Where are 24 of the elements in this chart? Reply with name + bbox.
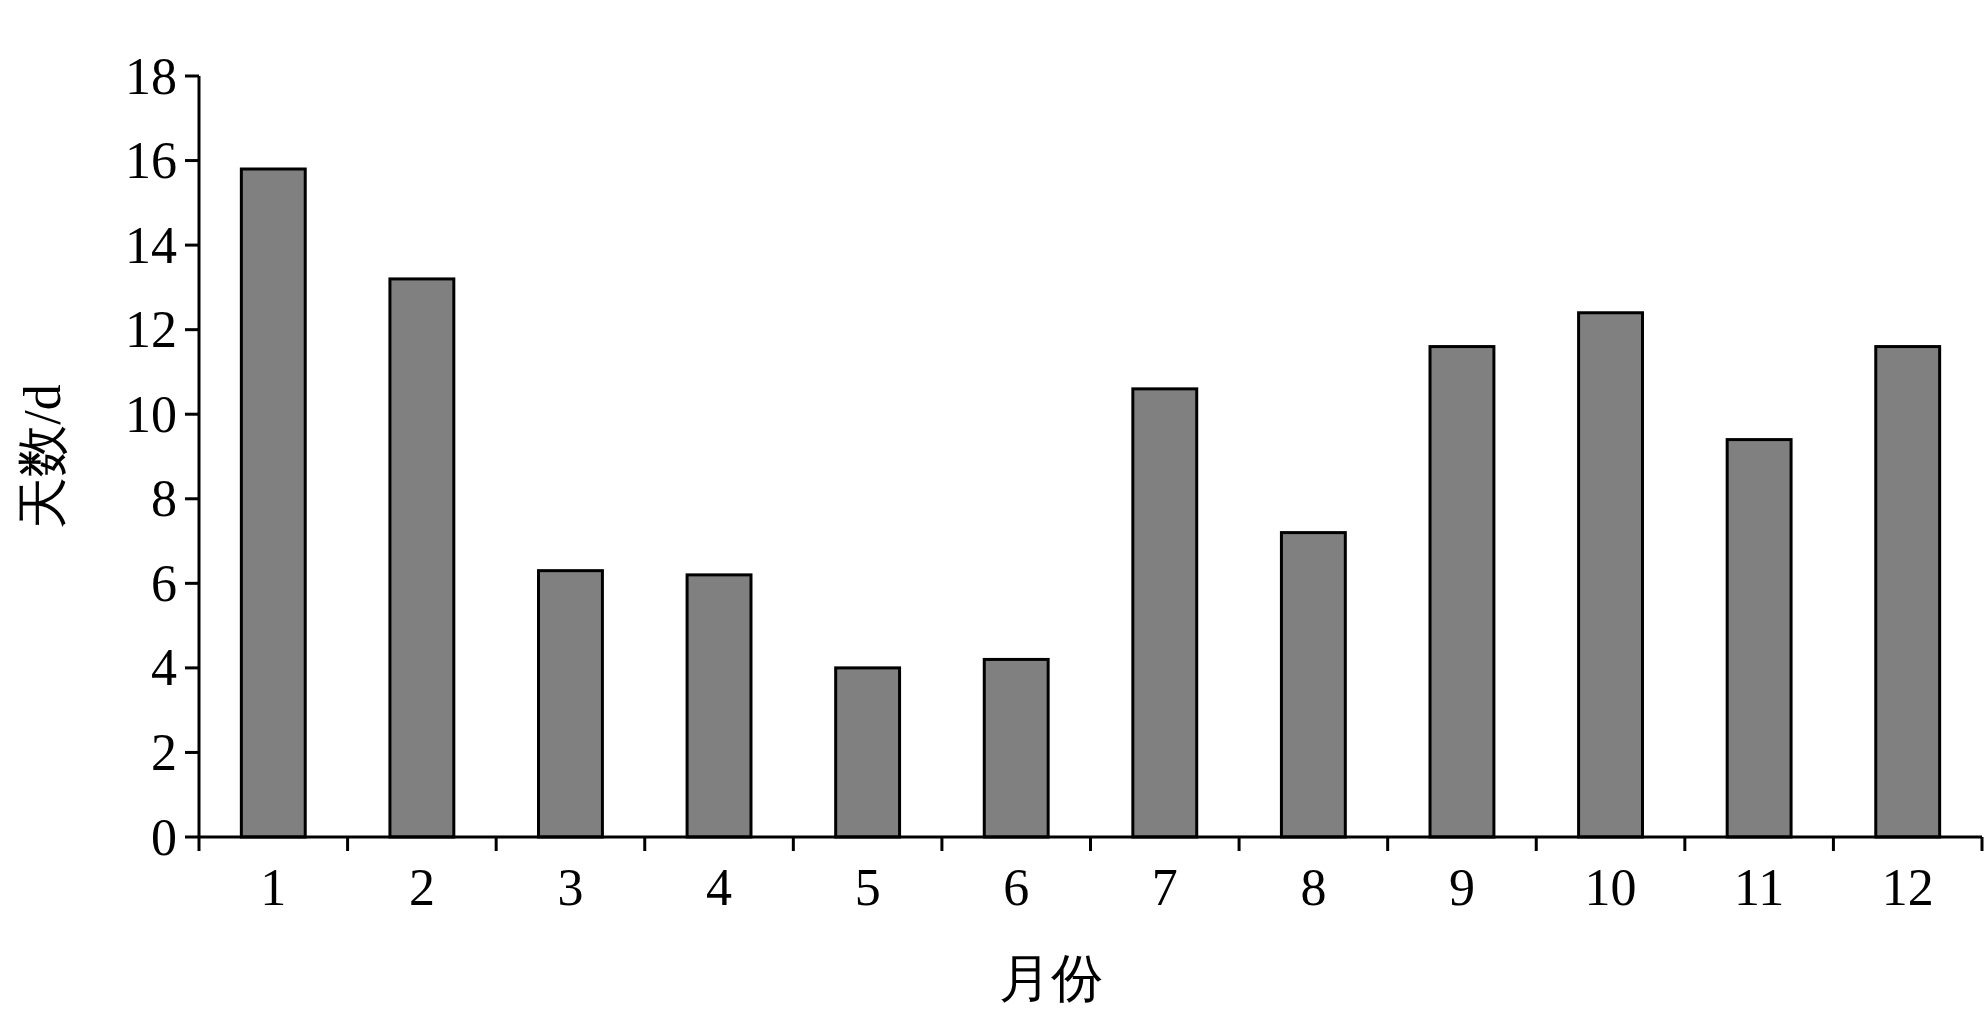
y-axis-title: 天数/d xyxy=(13,384,71,529)
y-tick-label: 6 xyxy=(151,554,177,612)
y-tick-label: 8 xyxy=(151,470,177,528)
x-tick-label: 5 xyxy=(854,858,881,916)
x-tick-label: 10 xyxy=(1584,858,1637,916)
x-tick-label: 9 xyxy=(1448,858,1475,916)
x-tick-label: 8 xyxy=(1300,858,1327,916)
x-tick-label: 3 xyxy=(557,858,584,916)
y-tick-label: 18 xyxy=(125,47,177,105)
x-tick-label: 6 xyxy=(1003,858,1030,916)
x-tick-label: 1 xyxy=(260,858,287,916)
x-tick-label: 11 xyxy=(1734,858,1785,916)
x-tick-label: 7 xyxy=(1151,858,1178,916)
x-tick-label: 12 xyxy=(1881,858,1934,916)
y-tick-label: 4 xyxy=(151,639,177,697)
y-tick-label: 14 xyxy=(125,216,177,274)
y-tick-label: 0 xyxy=(151,808,177,866)
x-tick-label: 4 xyxy=(706,858,733,916)
x-tick-label: 2 xyxy=(408,858,435,916)
x-axis-title: 月份 xyxy=(998,949,1103,1007)
y-tick-label: 2 xyxy=(151,723,177,781)
y-tick-label: 10 xyxy=(125,385,177,443)
y-tick-label: 12 xyxy=(125,301,177,359)
y-tick-label: 16 xyxy=(125,132,177,190)
